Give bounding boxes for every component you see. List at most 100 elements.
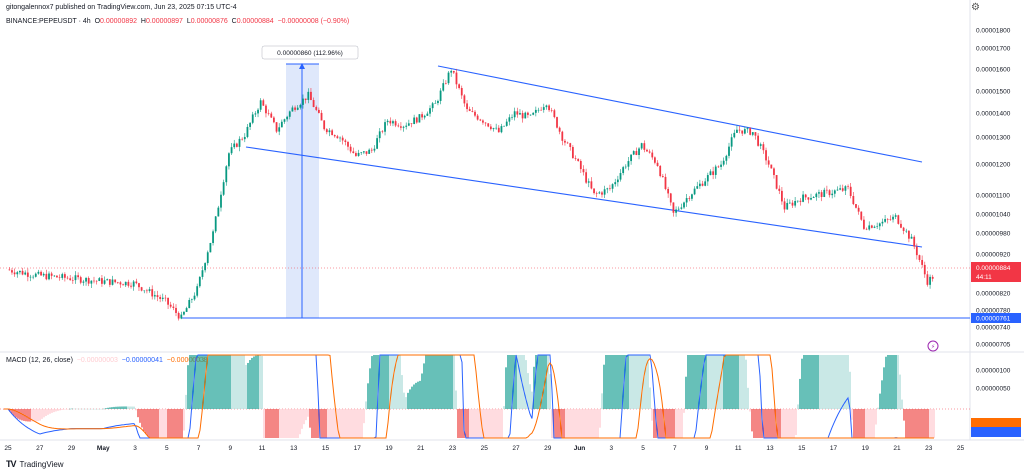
macd-histogram-bar [37, 409, 39, 422]
macd-histogram-bar [619, 355, 621, 409]
candle-body [759, 144, 762, 146]
macd-histogram-bar [149, 409, 151, 438]
macd-indicator-label[interactable]: MACD (12, 26, close) [6, 357, 73, 364]
candle-body [870, 225, 873, 228]
candle-body [900, 223, 902, 228]
candle-body [368, 149, 371, 154]
symbol-label[interactable]: BINANCE:PEPEUSDT · 4h [6, 18, 91, 25]
macd-histogram-bar [597, 409, 599, 438]
macd-histogram-bar [251, 357, 253, 409]
macd-histogram-bar [611, 355, 613, 409]
candle-body [357, 152, 360, 156]
macd-histogram-bar [249, 360, 251, 409]
candle-body [791, 202, 794, 206]
macd-histogram-bar [139, 409, 141, 423]
candle-body [926, 274, 929, 285]
macd-histogram-bar [821, 355, 823, 409]
macd-histogram-bar [731, 355, 733, 409]
candle-body [624, 166, 627, 168]
macd-histogram-bar [55, 409, 57, 412]
candle-body [704, 181, 707, 186]
macd-histogram-bar [395, 355, 397, 409]
candle-body [548, 105, 550, 111]
macd-histogram-bar [639, 355, 641, 409]
macd-histogram-bar [307, 409, 309, 417]
macd-histogram-bar [907, 409, 909, 438]
candle-body [524, 112, 527, 119]
candle-body [288, 111, 291, 117]
macd-histogram-bar [529, 384, 531, 409]
candle-body [50, 273, 53, 276]
candle-body [611, 184, 614, 189]
candle-body [601, 192, 603, 195]
macd-histogram-bar [687, 355, 689, 409]
macd-histogram-bar [651, 409, 653, 421]
macd-histogram-bar [411, 386, 413, 409]
macd-histogram-bar [657, 409, 659, 438]
macd-histogram-bar [489, 409, 491, 438]
macd-histogram-bar [303, 409, 305, 425]
candle-body [190, 299, 193, 300]
gear-icon[interactable]: ⚙ [971, 2, 980, 13]
candle-body [93, 280, 95, 282]
candle-body [400, 126, 402, 128]
macd-histogram-bar [253, 356, 255, 409]
candle-body [32, 276, 35, 278]
tradingview-brand-text: TradingView [19, 459, 64, 469]
macd-histogram-bar [827, 355, 829, 409]
candle-body [513, 111, 516, 118]
macd-histogram-bar [427, 355, 429, 409]
candle-body [577, 158, 580, 162]
macd-histogram-bar [873, 409, 875, 438]
candle-body [902, 227, 905, 231]
macd-histogram-bar [205, 355, 207, 409]
tradingview-brand[interactable]: TV TradingView [6, 459, 64, 469]
macd-histogram-bar [189, 355, 191, 409]
candle-body [783, 201, 786, 210]
publisher-info: gitongalennox7 published on TradingView.… [6, 4, 237, 11]
candle-body [265, 105, 267, 114]
change-value: −0.00000008 (−0.90%) [277, 18, 350, 25]
macd-histogram-bar [889, 355, 891, 409]
candle-body [894, 215, 897, 217]
price-tick-label: 0.00001400 [976, 111, 1011, 118]
candle-body [622, 167, 625, 174]
candle-body [397, 125, 400, 127]
candle-body [376, 138, 378, 149]
macd-histogram-bar [679, 409, 681, 438]
price-tick-label: 0.00000980 [976, 231, 1011, 238]
candle-body [217, 207, 220, 217]
macd-histogram-bar [383, 355, 385, 409]
macd-histogram-bar [811, 355, 813, 409]
macd-histogram-bar [219, 355, 221, 409]
time-tick-label: 25 [957, 445, 965, 452]
macd-histogram-bar [643, 355, 645, 409]
candle-body [725, 155, 728, 161]
candle-body [444, 83, 447, 84]
macd-histogram-bar [499, 409, 501, 438]
candle-body [609, 188, 611, 189]
macd-histogram-bar [199, 355, 201, 409]
macd-histogram-bar [753, 409, 755, 438]
macd-histogram-bar [441, 355, 443, 409]
macd-histogram-bar [273, 409, 275, 438]
macd-histogram-bar [607, 355, 609, 409]
candle-body [262, 100, 265, 106]
macd-histogram-bar [843, 355, 845, 409]
macd-histogram-bar [371, 356, 373, 409]
candle-body [677, 208, 680, 210]
macd-histogram-bar [531, 391, 533, 409]
candle-body [571, 146, 574, 159]
candle-body [106, 279, 109, 281]
macd-histogram-bar [191, 355, 193, 409]
macd-histogram-bar [297, 409, 299, 438]
macd-histogram-bar [721, 355, 723, 409]
candle-body [320, 112, 323, 121]
candle-body [503, 125, 505, 127]
candle-body [389, 120, 392, 124]
macd-histogram-bar [231, 355, 233, 409]
candle-body [307, 91, 310, 100]
macd-histogram-bar [435, 355, 437, 409]
macd-histogram-bar [227, 355, 229, 409]
